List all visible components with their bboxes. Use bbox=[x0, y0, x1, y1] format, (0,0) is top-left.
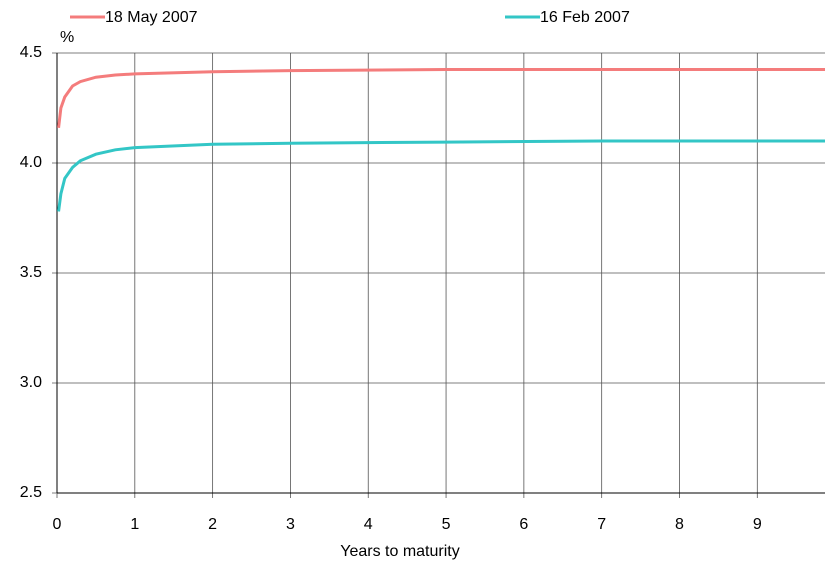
y-tick-label: 3.0 bbox=[20, 374, 42, 391]
y-tick-label: 2.5 bbox=[20, 484, 42, 501]
legend-label: 16 Feb 2007 bbox=[540, 9, 630, 26]
x-tick-label: 3 bbox=[286, 516, 295, 533]
x-tick-label: 0 bbox=[53, 516, 62, 533]
series-line bbox=[57, 68, 825, 128]
x-tick-label: 2 bbox=[208, 516, 217, 533]
series-line bbox=[57, 139, 825, 212]
x-axis-label: Years to maturity bbox=[340, 543, 459, 560]
y-tick-label: 4.5 bbox=[20, 44, 42, 61]
y-unit: % bbox=[60, 29, 74, 46]
x-tick-label: 1 bbox=[130, 516, 139, 533]
x-tick-label: 8 bbox=[675, 516, 684, 533]
y-tick-label: 3.5 bbox=[20, 264, 42, 281]
x-tick-label: 4 bbox=[364, 516, 373, 533]
legend-label: 18 May 2007 bbox=[105, 9, 198, 26]
x-tick-label: 9 bbox=[753, 516, 762, 533]
x-tick-label: 6 bbox=[519, 516, 528, 533]
x-tick-label: 7 bbox=[597, 516, 606, 533]
x-tick-label: 5 bbox=[442, 516, 451, 533]
y-tick-label: 4.0 bbox=[20, 154, 42, 171]
